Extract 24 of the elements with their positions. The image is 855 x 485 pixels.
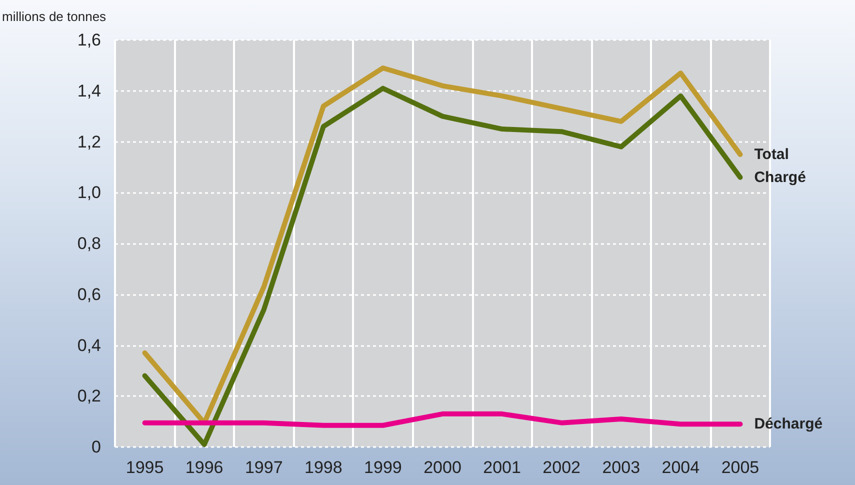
x-tick-label: 2000: [424, 458, 462, 477]
x-tick-label: 1997: [244, 458, 283, 477]
x-tick-label: 1995: [126, 458, 164, 477]
y-tick-label: 1,0: [77, 183, 101, 202]
y-axis-title: millions de tonnes: [2, 9, 107, 24]
y-tick-label: 0,8: [77, 234, 101, 253]
x-tick-label: 1998: [304, 458, 342, 477]
x-tick-label: 1996: [185, 458, 224, 477]
y-tick-label: 1,4: [77, 81, 101, 100]
y-tick-label: 0,6: [77, 284, 101, 304]
x-tick-label: 2004: [662, 458, 700, 477]
y-tick-label: 0,2: [77, 386, 101, 406]
series-label: Total: [754, 146, 789, 163]
y-tick-label: 0,4: [77, 336, 101, 355]
x-tick-label: 2001: [483, 458, 521, 477]
series-label: Déchargé: [754, 416, 823, 433]
x-tick-label: 2002: [542, 458, 581, 477]
series-label: Chargé: [754, 168, 806, 186]
y-tick-label: 0: [92, 438, 101, 456]
x-tick-label: 1999: [364, 458, 402, 477]
y-tick-label: 1,6: [77, 30, 101, 50]
x-tick-label: 2003: [602, 458, 640, 477]
y-tick-label: 1,2: [77, 132, 101, 152]
x-tick-label: 2005: [721, 458, 760, 477]
